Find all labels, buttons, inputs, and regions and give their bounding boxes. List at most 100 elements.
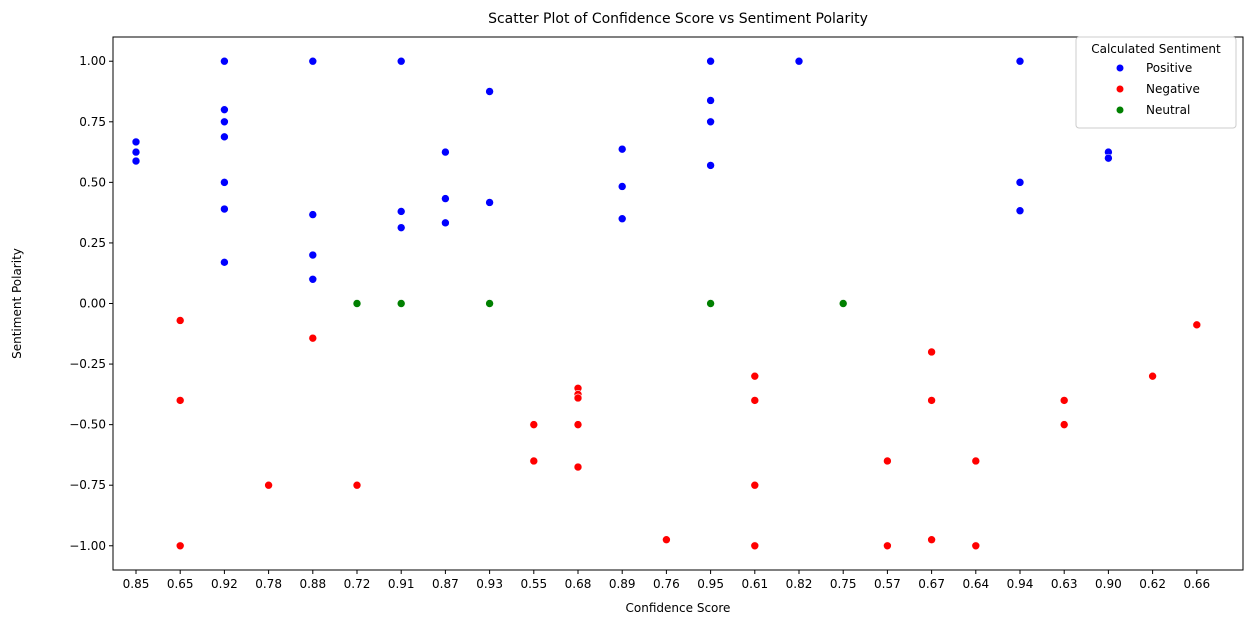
data-point	[441, 218, 450, 228]
x-axis-label: Confidence Score	[626, 601, 731, 615]
x-tick-label: 0.75	[830, 577, 857, 591]
legend-marker-positive	[1116, 64, 1124, 72]
x-tick-label: 0.72	[344, 577, 371, 591]
x-tick-label: 0.62	[1139, 577, 1166, 591]
x-tick-label: 0.87	[432, 577, 459, 591]
y-tick-label: −0.75	[69, 478, 106, 492]
x-tick-label: 0.91	[388, 577, 415, 591]
data-point	[396, 299, 406, 308]
data-point	[220, 105, 229, 114]
data-point	[838, 299, 848, 308]
data-point	[175, 541, 185, 551]
data-point	[485, 87, 494, 96]
chart-title: Scatter Plot of Confidence Score vs Sent…	[488, 11, 868, 27]
series-positive	[131, 56, 1113, 284]
data-point	[573, 420, 583, 429]
data-point	[883, 456, 892, 466]
x-tick-label: 0.93	[476, 577, 503, 591]
y-tick-label: 0.25	[79, 236, 106, 250]
data-point	[352, 480, 362, 490]
x-tick-label: 0.55	[520, 577, 547, 591]
data-point	[396, 56, 406, 66]
data-point	[485, 198, 494, 207]
data-point	[308, 210, 318, 219]
data-point	[308, 274, 318, 284]
x-tick-label: 0.95	[697, 577, 724, 591]
x-tick-label: 0.90	[1095, 577, 1122, 591]
legend-title: Calculated Sentiment	[1091, 42, 1221, 56]
data-point	[131, 147, 141, 157]
data-point	[1148, 371, 1157, 381]
y-tick-label: 0.00	[79, 297, 106, 311]
data-point	[706, 56, 715, 66]
data-point	[971, 456, 981, 466]
data-point	[573, 393, 583, 403]
data-point	[264, 480, 273, 490]
series-neutral	[352, 299, 848, 308]
data-point	[220, 178, 229, 187]
legend: Calculated Sentiment Positive Negative Neu…	[1075, 36, 1237, 129]
data-point	[1015, 178, 1025, 187]
legend-label-positive: Positive	[1146, 61, 1192, 75]
x-tick-label: 0.94	[1007, 577, 1034, 591]
y-tick-label: −0.50	[69, 418, 106, 432]
x-tick-label: 0.63	[1051, 577, 1078, 591]
data-point	[1015, 206, 1025, 216]
data-point	[617, 182, 627, 191]
data-point	[706, 117, 715, 127]
data-point	[1059, 396, 1069, 405]
data-point	[220, 117, 229, 127]
data-point	[175, 316, 185, 325]
data-point	[750, 480, 760, 490]
x-tick-label: 0.89	[609, 577, 636, 591]
data-point	[927, 347, 936, 357]
data-point	[750, 396, 760, 405]
x-tick-label: 0.82	[786, 577, 813, 591]
data-point	[662, 535, 671, 545]
y-tick-label: 0.50	[79, 175, 106, 189]
x-tick-label: 0.68	[565, 577, 592, 591]
data-point	[352, 299, 362, 308]
plot-frame	[112, 36, 1244, 571]
data-point	[396, 207, 406, 216]
data-point	[308, 333, 318, 343]
x-tick-label: 0.78	[255, 577, 282, 591]
x-tick-label: 0.57	[874, 577, 901, 591]
x-tick-label: 0.61	[741, 577, 768, 591]
data-point	[617, 144, 627, 154]
data-point	[706, 161, 715, 170]
legend-marker-neutral	[1116, 106, 1124, 114]
data-point	[529, 456, 539, 466]
data-point	[308, 250, 318, 260]
data-point	[220, 258, 229, 267]
data-point	[131, 156, 141, 166]
data-point	[617, 214, 627, 224]
y-tick-label: 0.75	[79, 115, 106, 129]
x-tick-label: 0.92	[211, 577, 238, 591]
data-point	[706, 96, 715, 105]
series-negative	[175, 316, 1202, 551]
data-point	[883, 541, 892, 551]
legend-marker-negative	[1116, 85, 1124, 93]
data-point	[750, 371, 760, 381]
x-tick-label: 0.65	[167, 577, 194, 591]
data-point	[220, 56, 229, 66]
x-tick-label: 0.66	[1183, 577, 1210, 591]
y-tick-label: −1.00	[69, 539, 106, 553]
data-point	[441, 194, 450, 203]
legend-label-neutral: Neutral	[1146, 103, 1190, 117]
y-axis-label: Sentiment Polarity	[10, 248, 24, 359]
data-point	[175, 396, 185, 405]
data-point	[706, 299, 715, 308]
x-tick-label: 0.85	[123, 577, 150, 591]
data-point	[131, 137, 141, 147]
data-point	[529, 420, 539, 429]
y-tick-label: 1.00	[79, 54, 106, 68]
data-point	[927, 535, 936, 545]
data-point	[750, 541, 760, 551]
data-point	[573, 462, 583, 472]
x-tick-label: 0.88	[299, 577, 326, 591]
data-point	[971, 541, 981, 551]
legend-label-negative: Negative	[1146, 82, 1200, 96]
